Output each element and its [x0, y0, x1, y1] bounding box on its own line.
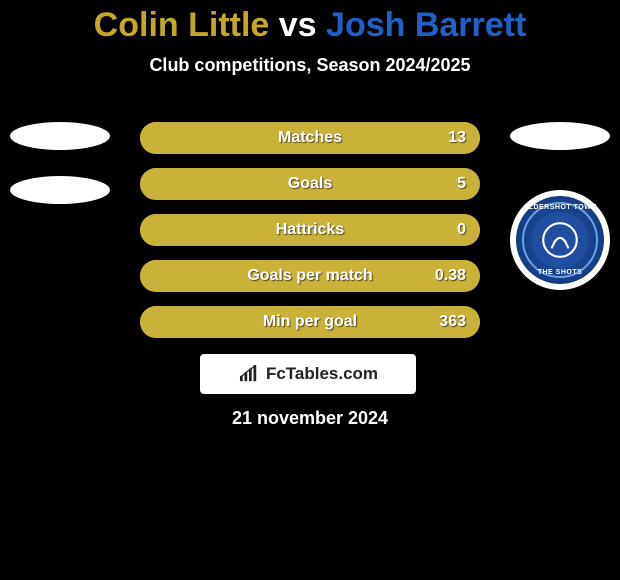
- player1-name: Colin Little: [94, 6, 270, 44]
- stat-bar-right-value: 13: [448, 122, 466, 154]
- date: 21 november 2024: [0, 408, 620, 429]
- stat-bar-label: Goals per match: [140, 260, 480, 292]
- right-badge-column: ALDERSHOT TOWN THE SHOTS: [510, 122, 610, 290]
- stat-bar-label: Goals: [140, 168, 480, 200]
- stat-bar-right-value: 363: [439, 306, 466, 338]
- stat-bar: Matches13: [140, 122, 480, 154]
- badge-crest-icon: [532, 212, 588, 268]
- stat-bar-right-value: 0: [457, 214, 466, 246]
- subtitle: Club competitions, Season 2024/2025: [0, 55, 620, 76]
- badge-text-bottom: THE SHOTS: [516, 269, 604, 276]
- title: Colin Little vs Josh Barrett: [0, 0, 620, 45]
- brand-box: FcTables.com: [200, 354, 416, 394]
- club-badge: ALDERSHOT TOWN THE SHOTS: [510, 190, 610, 290]
- stat-bar-label: Min per goal: [140, 306, 480, 338]
- stat-bar: Goals5: [140, 168, 480, 200]
- stat-bar-label: Hattricks: [140, 214, 480, 246]
- badge-text-top: ALDERSHOT TOWN: [516, 204, 604, 211]
- placeholder-ellipse: [10, 122, 110, 150]
- comparison-card: Colin Little vs Josh Barrett Club compet…: [0, 0, 620, 580]
- stat-bar: Min per goal363: [140, 306, 480, 338]
- placeholder-ellipse: [10, 176, 110, 204]
- stat-bar-label: Matches: [140, 122, 480, 154]
- brand-text: FcTables.com: [266, 364, 378, 384]
- player2-name: Josh Barrett: [326, 6, 526, 44]
- stat-bar-right-value: 0.38: [435, 260, 466, 292]
- placeholder-ellipse: [510, 122, 610, 150]
- left-badge-column: [10, 122, 110, 230]
- stat-bar-right-value: 5: [457, 168, 466, 200]
- stat-bars: Matches13 Goals5 Hattricks0 Goals per match…: [140, 122, 480, 352]
- title-vs: vs: [269, 6, 326, 44]
- stat-bar: Goals per match0.38: [140, 260, 480, 292]
- chart-icon: [238, 365, 260, 383]
- stat-bar: Hattricks0: [140, 214, 480, 246]
